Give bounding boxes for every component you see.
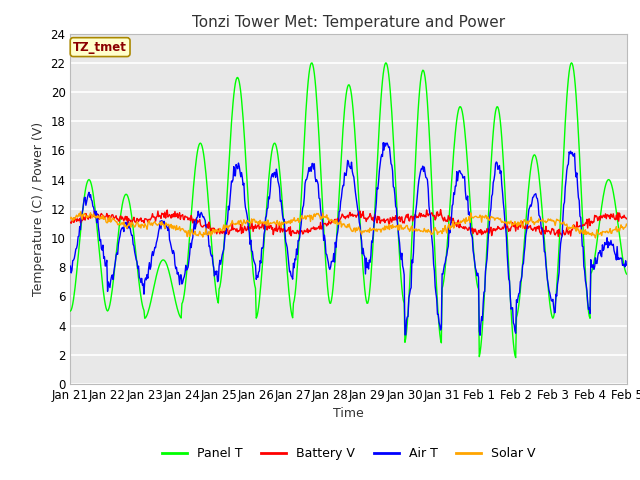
Solar V (221, 227, 228, 233)
Battery V (623, 216, 631, 221)
Air T (220, 246, 228, 252)
X-axis label: Time: Time (333, 408, 364, 420)
Panel T (67, 308, 74, 314)
Air T (623, 262, 631, 267)
Solar V (67, 216, 74, 221)
Line: Battery V: Battery V (70, 210, 627, 237)
Panel T (568, 60, 575, 66)
Legend: Panel T, Battery V, Air T, Solar V: Panel T, Battery V, Air T, Solar V (157, 443, 541, 465)
Air T (476, 332, 484, 338)
Panel T (134, 268, 141, 274)
Line: Air T: Air T (70, 143, 627, 335)
Battery V (436, 207, 444, 213)
Air T (434, 312, 442, 317)
Panel T (417, 79, 424, 85)
Panel T (433, 287, 440, 293)
Panel T (512, 355, 520, 360)
Air T (67, 263, 74, 269)
Panel T (623, 272, 631, 277)
Panel T (77, 229, 84, 235)
Air T (134, 265, 141, 271)
Battery V (220, 228, 228, 234)
Solar V (623, 222, 631, 228)
Air T (191, 218, 198, 224)
Battery V (77, 220, 84, 226)
Air T (380, 140, 387, 145)
Battery V (554, 234, 562, 240)
Battery V (191, 220, 198, 226)
Y-axis label: Temperature (C) / Power (V): Temperature (C) / Power (V) (32, 122, 45, 296)
Solar V (417, 228, 425, 234)
Title: Tonzi Tower Met: Temperature and Power: Tonzi Tower Met: Temperature and Power (192, 15, 506, 30)
Solar V (77, 209, 84, 215)
Battery V (417, 214, 424, 220)
Air T (417, 166, 425, 172)
Battery V (433, 209, 440, 215)
Panel T (191, 175, 198, 181)
Battery V (134, 217, 141, 223)
Solar V (434, 231, 442, 237)
Solar V (591, 235, 599, 241)
Solar V (191, 228, 199, 234)
Solar V (77, 212, 85, 218)
Line: Solar V: Solar V (70, 212, 627, 238)
Battery V (67, 219, 74, 225)
Air T (77, 227, 84, 232)
Text: TZ_tmet: TZ_tmet (73, 41, 127, 54)
Panel T (220, 246, 228, 252)
Solar V (134, 223, 142, 229)
Line: Panel T: Panel T (70, 63, 627, 358)
